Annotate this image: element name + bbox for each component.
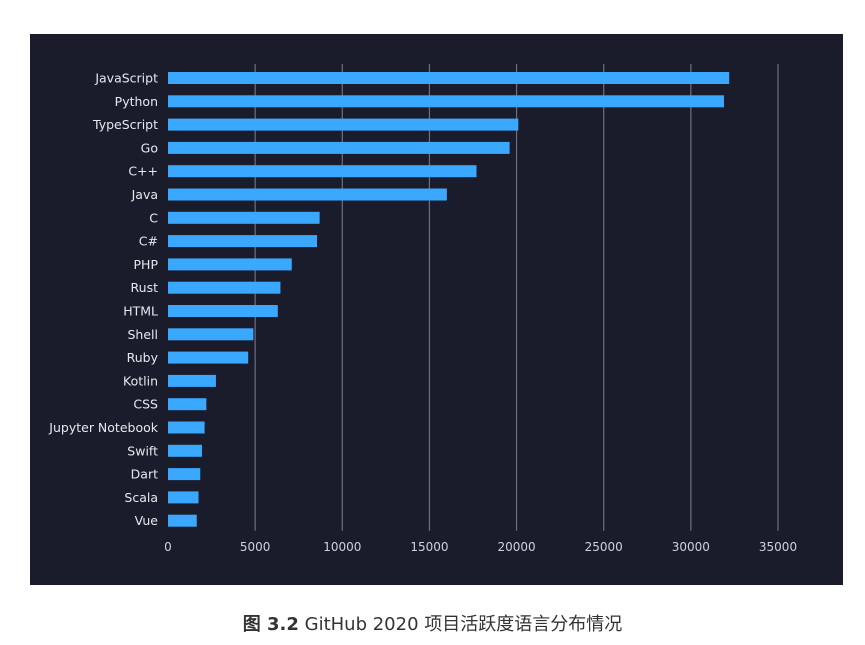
category-label: C++ xyxy=(128,164,158,179)
x-tick-label: 0 xyxy=(164,540,172,554)
grid-lines xyxy=(254,64,779,531)
bar xyxy=(168,188,447,201)
category-label: PHP xyxy=(134,257,159,272)
figure-caption: 图 3.2 GitHub 2020 项目活跃度语言分布情况 xyxy=(0,610,865,636)
category-label: CSS xyxy=(133,397,158,412)
bars xyxy=(168,72,730,527)
x-tick-label: 15000 xyxy=(410,540,448,554)
bar xyxy=(168,165,477,178)
x-tick-label: 10000 xyxy=(323,540,361,554)
bar xyxy=(168,305,278,317)
bar xyxy=(168,374,216,387)
bar xyxy=(168,398,207,411)
bar xyxy=(168,211,320,224)
bar xyxy=(168,72,730,84)
category-label: Swift xyxy=(127,443,158,458)
x-tick-label: 30000 xyxy=(672,540,710,554)
bar-chart: JavaScript Python TypeScript Go C++ Java C C# PH… xyxy=(48,64,797,554)
x-axis-ticks: 0 5000 10000 15000 20000 25000 30000 35000 xyxy=(164,540,797,554)
category-label: Java xyxy=(131,187,158,202)
category-label: Jupyter Notebook xyxy=(48,420,158,435)
figure-caption-text: GitHub 2020 项目活跃度语言分布情况 xyxy=(304,614,623,635)
x-tick-label: 5000 xyxy=(240,540,271,554)
bar xyxy=(168,141,510,154)
category-labels: JavaScript Python TypeScript Go C++ Java C C# PH… xyxy=(48,71,158,529)
bar xyxy=(168,235,318,248)
category-label: Dart xyxy=(131,467,158,482)
category-label: Vue xyxy=(135,513,159,528)
bar xyxy=(168,421,205,434)
bar xyxy=(168,491,199,504)
category-label: C# xyxy=(139,234,158,249)
category-label: C xyxy=(149,210,158,225)
bar xyxy=(168,328,254,341)
bar xyxy=(168,444,202,457)
bar xyxy=(168,514,197,527)
x-tick-label: 35000 xyxy=(759,540,797,554)
category-label: Go xyxy=(141,140,158,155)
category-label: Scala xyxy=(124,490,158,505)
category-label: Kotlin xyxy=(123,373,158,388)
bar xyxy=(168,118,519,131)
category-label: JavaScript xyxy=(94,71,158,86)
figure-label: 图 3.2 xyxy=(242,614,299,635)
bar xyxy=(168,95,724,108)
bar xyxy=(168,281,281,294)
category-label: Python xyxy=(115,94,158,109)
category-label: Ruby xyxy=(127,350,159,365)
bar xyxy=(168,258,292,271)
category-label: Rust xyxy=(131,280,159,295)
category-label: Shell xyxy=(128,327,159,342)
x-tick-label: 25000 xyxy=(585,540,623,554)
chart-panel: JavaScript Python TypeScript Go C++ Java C C# PH… xyxy=(30,34,843,585)
category-label: HTML xyxy=(123,304,158,319)
x-tick-label: 20000 xyxy=(497,540,535,554)
bar xyxy=(168,351,249,364)
bar xyxy=(168,468,201,481)
category-label: TypeScript xyxy=(92,117,158,132)
